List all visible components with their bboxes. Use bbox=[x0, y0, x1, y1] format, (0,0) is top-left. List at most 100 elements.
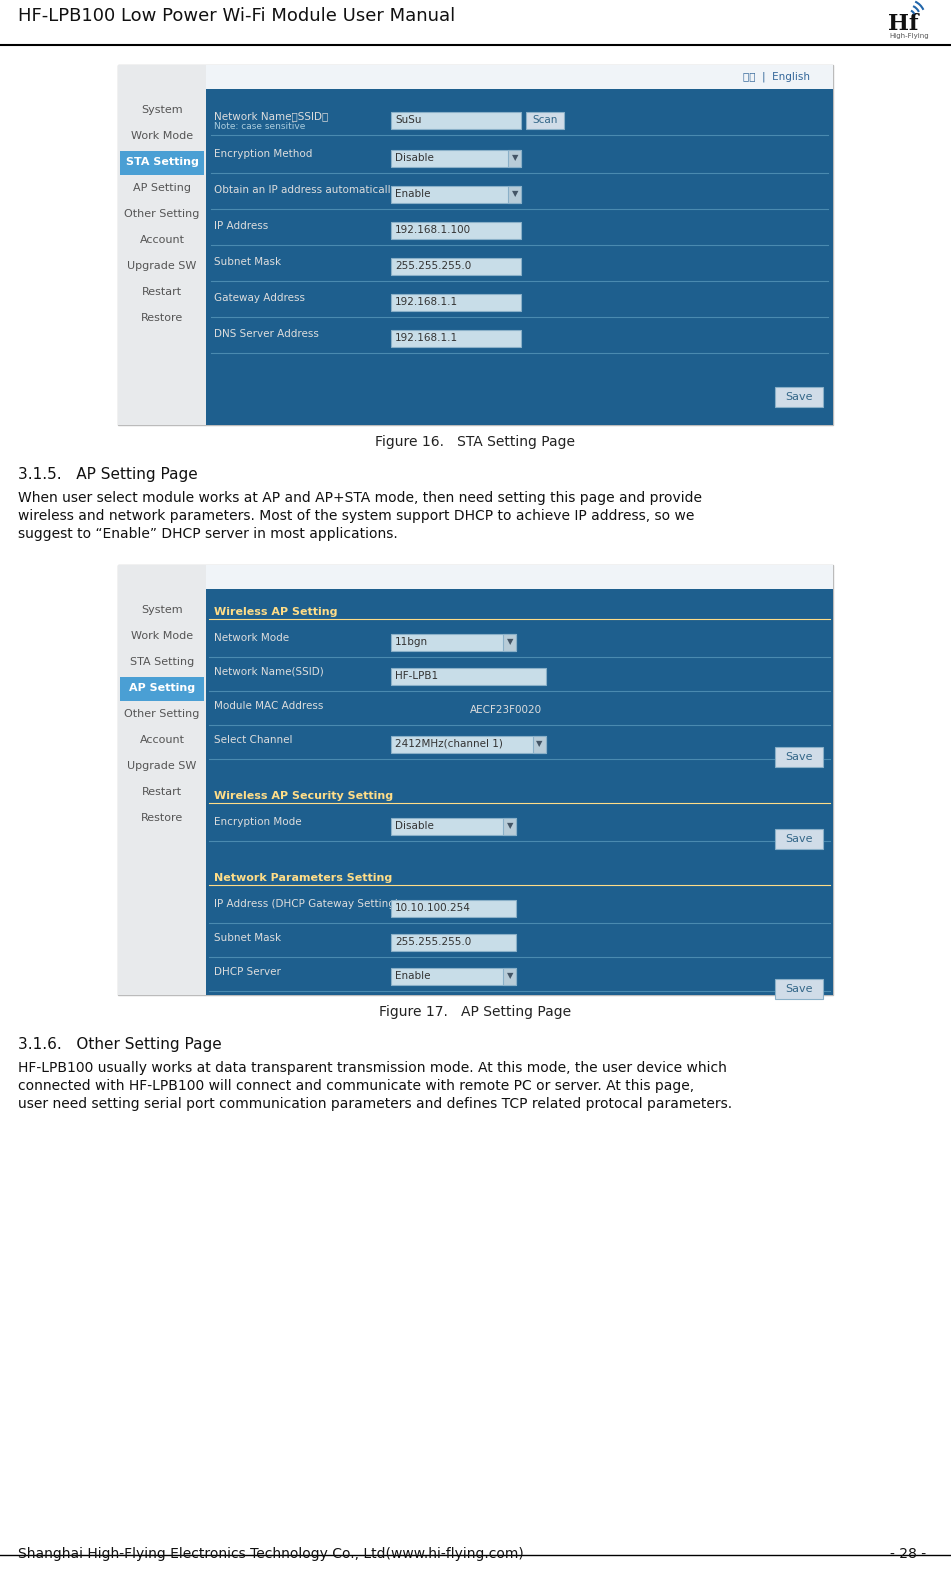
Text: 中文  |  English: 中文 | English bbox=[743, 71, 810, 81]
Bar bbox=[391, 330, 521, 347]
Bar bbox=[503, 968, 516, 984]
Text: Shanghai High-Flying Electronics Technology Co., Ltd(www.hi-flying.com): Shanghai High-Flying Electronics Technol… bbox=[18, 1547, 524, 1561]
Text: Gateway Address: Gateway Address bbox=[214, 293, 305, 303]
Bar bbox=[118, 564, 833, 590]
Text: Encryption Mode: Encryption Mode bbox=[214, 816, 301, 827]
Text: ▼: ▼ bbox=[512, 190, 518, 198]
Text: Disable: Disable bbox=[395, 154, 434, 163]
Bar bbox=[391, 151, 521, 166]
Text: 3.1.6.   Other Setting Page: 3.1.6. Other Setting Page bbox=[18, 1037, 222, 1052]
Bar bbox=[391, 258, 521, 276]
Text: Wireless AP Security Setting: Wireless AP Security Setting bbox=[214, 791, 393, 800]
Bar bbox=[120, 677, 204, 701]
Text: HF-LPB1: HF-LPB1 bbox=[395, 670, 438, 682]
Text: DHCP Server: DHCP Server bbox=[214, 967, 281, 976]
Bar bbox=[508, 151, 521, 166]
Text: Wireless AP Setting: Wireless AP Setting bbox=[214, 607, 338, 617]
Text: ▼: ▼ bbox=[507, 972, 514, 981]
Text: AP Setting: AP Setting bbox=[129, 683, 195, 693]
Bar bbox=[533, 735, 546, 753]
Text: Other Setting: Other Setting bbox=[125, 209, 200, 219]
Text: Enable: Enable bbox=[395, 972, 431, 981]
Bar bbox=[391, 185, 521, 203]
Text: High-Flying: High-Flying bbox=[889, 33, 928, 40]
Bar bbox=[391, 667, 546, 685]
Text: user need setting serial port communication parameters and defines TCP related p: user need setting serial port communicat… bbox=[18, 1097, 732, 1111]
Text: Save: Save bbox=[786, 391, 813, 403]
Text: Select Channel: Select Channel bbox=[214, 735, 293, 745]
Text: AECF23F0020: AECF23F0020 bbox=[470, 705, 542, 715]
Bar bbox=[391, 900, 516, 918]
Text: IP Address: IP Address bbox=[214, 220, 268, 231]
Bar bbox=[526, 113, 564, 128]
Text: Note: case sensitive: Note: case sensitive bbox=[214, 122, 305, 132]
Text: Hf: Hf bbox=[888, 13, 919, 35]
Text: Module MAC Address: Module MAC Address bbox=[214, 701, 323, 712]
Text: Obtain an IP address automatically: Obtain an IP address automatically bbox=[214, 185, 397, 195]
Text: Restore: Restore bbox=[141, 312, 184, 323]
Text: Account: Account bbox=[140, 235, 184, 246]
Text: 192.168.1.1: 192.168.1.1 bbox=[395, 296, 458, 307]
Bar bbox=[391, 634, 516, 651]
Bar bbox=[118, 65, 206, 425]
Text: Enable: Enable bbox=[395, 189, 431, 200]
Text: Scan: Scan bbox=[533, 116, 557, 125]
Bar bbox=[391, 934, 516, 951]
Text: Figure 16.   STA Setting Page: Figure 16. STA Setting Page bbox=[375, 434, 575, 449]
Text: 255.255.255.0: 255.255.255.0 bbox=[395, 262, 472, 271]
Text: suggest to “Enable” DHCP server in most applications.: suggest to “Enable” DHCP server in most … bbox=[18, 526, 398, 540]
Text: HF-LPB100 usually works at data transparent transmission mode. At this mode, the: HF-LPB100 usually works at data transpar… bbox=[18, 1060, 727, 1075]
Text: Work Mode: Work Mode bbox=[131, 132, 193, 141]
Bar bbox=[118, 564, 206, 995]
Text: 2412MHz(channel 1): 2412MHz(channel 1) bbox=[395, 739, 503, 750]
Text: SuSu: SuSu bbox=[395, 116, 421, 125]
Text: 255.255.255.0: 255.255.255.0 bbox=[395, 937, 472, 946]
Bar bbox=[391, 968, 516, 984]
Text: Other Setting: Other Setting bbox=[125, 708, 200, 720]
Text: Restart: Restart bbox=[142, 788, 182, 797]
Bar bbox=[391, 293, 521, 311]
Bar bbox=[391, 222, 521, 239]
Text: 11bgn: 11bgn bbox=[395, 637, 428, 647]
Text: When user select module works at AP and AP+STA mode, then need setting this page: When user select module works at AP and … bbox=[18, 491, 702, 506]
Text: Work Mode: Work Mode bbox=[131, 631, 193, 640]
Text: Upgrade SW: Upgrade SW bbox=[127, 262, 197, 271]
Bar bbox=[775, 747, 823, 767]
Text: Disable: Disable bbox=[395, 821, 434, 831]
Bar bbox=[503, 818, 516, 835]
Bar bbox=[775, 387, 823, 407]
Text: Upgrade SW: Upgrade SW bbox=[127, 761, 197, 770]
Bar bbox=[775, 829, 823, 850]
Bar bbox=[391, 113, 521, 128]
Text: Network Name（SSID）: Network Name（SSID） bbox=[214, 111, 328, 120]
Text: ▼: ▼ bbox=[535, 740, 542, 748]
Text: Network Parameters Setting: Network Parameters Setting bbox=[214, 873, 392, 883]
Bar bbox=[508, 185, 521, 203]
Bar bbox=[120, 151, 204, 174]
Text: IP Address (DHCP Gateway Setting): IP Address (DHCP Gateway Setting) bbox=[214, 899, 398, 910]
Text: Subnet Mask: Subnet Mask bbox=[214, 934, 281, 943]
Text: 10.10.100.254: 10.10.100.254 bbox=[395, 903, 471, 913]
Bar bbox=[391, 818, 516, 835]
Text: connected with HF-LPB100 will connect and communicate with remote PC or server. : connected with HF-LPB100 will connect an… bbox=[18, 1079, 694, 1094]
Text: Subnet Mask: Subnet Mask bbox=[214, 257, 281, 266]
Bar bbox=[775, 980, 823, 999]
Text: Figure 17.   AP Setting Page: Figure 17. AP Setting Page bbox=[378, 1005, 571, 1019]
Bar bbox=[118, 564, 833, 995]
Text: 192.168.1.100: 192.168.1.100 bbox=[395, 225, 471, 235]
Text: ▼: ▼ bbox=[507, 637, 514, 647]
Text: Encryption Method: Encryption Method bbox=[214, 149, 312, 159]
Bar bbox=[118, 65, 833, 89]
Bar bbox=[118, 65, 833, 425]
Text: AP Setting: AP Setting bbox=[133, 182, 191, 193]
Text: Save: Save bbox=[786, 751, 813, 762]
Bar bbox=[206, 590, 833, 995]
Text: DNS Server Address: DNS Server Address bbox=[214, 330, 319, 339]
Text: HF-LPB100 Low Power Wi-Fi Module User Manual: HF-LPB100 Low Power Wi-Fi Module User Ma… bbox=[18, 6, 456, 25]
Bar bbox=[206, 89, 833, 425]
Text: 3.1.5.   AP Setting Page: 3.1.5. AP Setting Page bbox=[18, 468, 198, 482]
Text: Account: Account bbox=[140, 735, 184, 745]
Text: - 28 -: - 28 - bbox=[890, 1547, 926, 1561]
Text: ▼: ▼ bbox=[512, 154, 518, 163]
Bar bbox=[391, 735, 546, 753]
